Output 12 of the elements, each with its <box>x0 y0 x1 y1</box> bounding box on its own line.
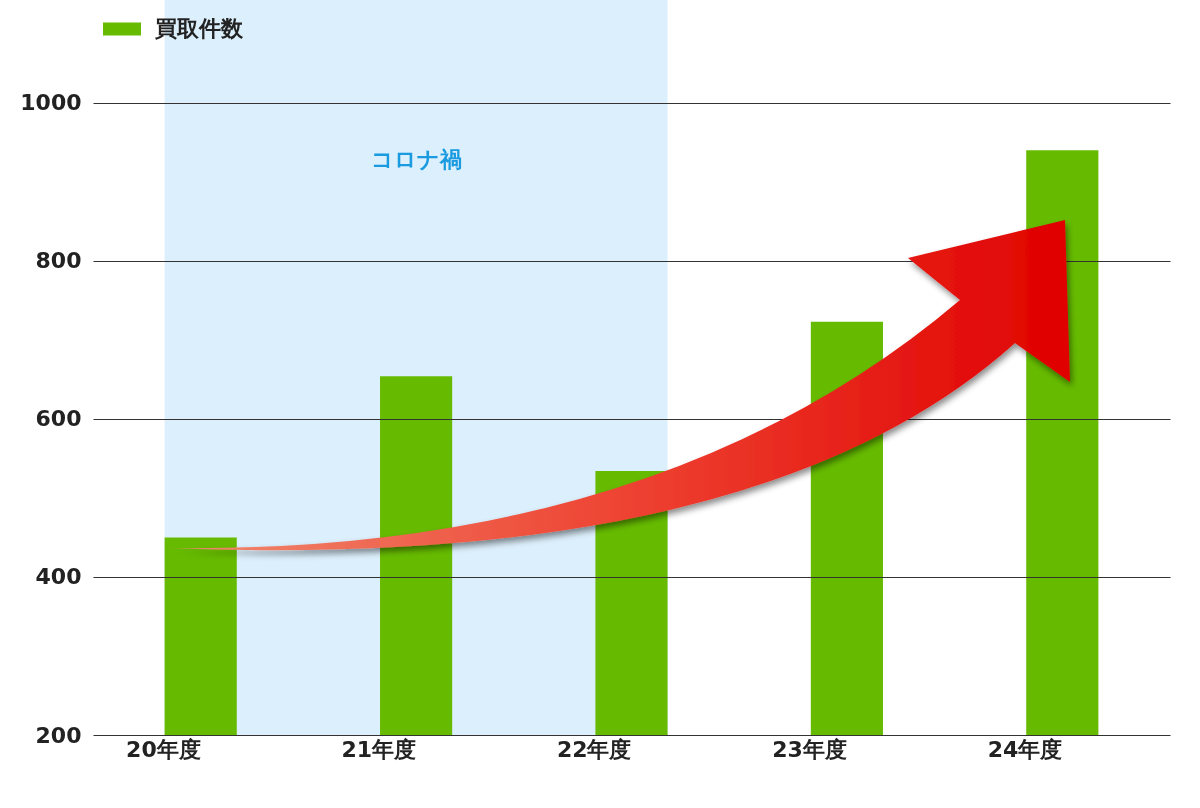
y-tick-label: 1000 <box>20 90 82 116</box>
x-tick-label: 23年度 <box>772 736 847 762</box>
y-tick-label: 600 <box>35 406 82 432</box>
band-label: コロナ禍 <box>370 147 462 172</box>
legend-label: 買取件数 <box>154 16 244 41</box>
x-tick-label: 21年度 <box>341 736 417 762</box>
x-tick-label: 22年度 <box>556 736 632 762</box>
x-tick-label: 24年度 <box>987 736 1063 762</box>
x-tick-label: 20年度 <box>126 736 201 762</box>
y-tick-label: 800 <box>35 248 82 274</box>
y-tick-label: 200 <box>35 722 82 748</box>
y-tick-label: 400 <box>35 564 82 590</box>
